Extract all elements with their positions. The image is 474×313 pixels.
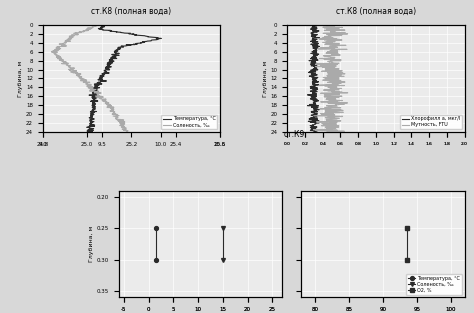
Text: ст.К9: ст.К9 (283, 130, 304, 139)
Legend: Температура, °C, Соленость, ‰: Температура, °C, Соленость, ‰ (162, 115, 218, 129)
Соленость, ‰ (95, 90, 100, 94)
Мутность, FTU (324, 130, 330, 134)
Мутность, FTU (319, 65, 325, 69)
Соленость, ‰ (220, 258, 226, 262)
Соленость, ‰ (60, 58, 66, 62)
Мутность, FTU (339, 90, 345, 94)
Соленость, ‰ (68, 65, 73, 69)
Title: ст.К8 (полная вода): ст.К8 (полная вода) (336, 7, 416, 16)
Соленость, ‰ (220, 226, 226, 230)
Title: ст.К8 (полная вода): ст.К8 (полная вода) (91, 7, 171, 16)
Хлорофилл а, мкг/l (314, 130, 320, 134)
Legend: Температура, °C, Соленость, ‰, O2, %: Температура, °C, Соленость, ‰, O2, % (406, 274, 462, 295)
Мутность, FTU (338, 58, 344, 62)
Y-axis label: Глубина, м: Глубина, м (89, 226, 94, 262)
Хлорофилл а, мкг/l (310, 100, 316, 104)
Line: Хлорофилл а, мкг/l: Хлорофилл а, мкг/l (308, 25, 319, 132)
Y-axis label: Глубина, м: Глубина, м (18, 60, 23, 96)
Мутность, FTU (329, 23, 335, 27)
Соленость, ‰ (92, 23, 98, 27)
Соленость, ‰ (124, 130, 130, 134)
Legend: Хлорофилл а, мкг/l, Мутность, FTU: Хлорофилл а, мкг/l, Мутность, FTU (400, 115, 462, 129)
Температура, °C (89, 130, 95, 134)
Line: Соленость, ‰: Соленость, ‰ (221, 226, 225, 262)
Мутность, FTU (325, 101, 331, 105)
Температура, °C (100, 23, 106, 27)
Мутность, FTU (319, 100, 325, 104)
Температура, °C (153, 258, 159, 262)
Хлорофилл а, мкг/l (312, 90, 318, 94)
Соленость, ‰ (104, 100, 110, 104)
Line: Температура, °C: Температура, °C (154, 226, 158, 262)
Температура, °C (91, 101, 96, 105)
Температура, °C (107, 58, 112, 62)
Y-axis label: Глубина, м: Глубина, м (263, 60, 268, 96)
Соленость, ‰ (67, 36, 73, 40)
Температура, °C (94, 90, 100, 94)
Температура, °C (91, 100, 97, 104)
Хлорофилл а, мкг/l (311, 101, 317, 105)
Line: O2, %: O2, % (405, 226, 409, 262)
Line: Мутность, FTU: Мутность, FTU (313, 25, 348, 132)
Хлорофилл а, мкг/l (310, 36, 315, 40)
Температура, °C (155, 36, 161, 40)
Температура, °C (103, 65, 109, 69)
Хлорофилл а, мкг/l (312, 65, 318, 69)
Line: Соленость, ‰: Соленость, ‰ (52, 25, 128, 132)
Хлорофилл а, мкг/l (310, 58, 316, 62)
O2, % (404, 226, 410, 230)
Line: Температура, °C: Температура, °C (87, 25, 161, 132)
Хлорофилл а, мкг/l (313, 23, 319, 27)
Соленость, ‰ (103, 101, 109, 105)
O2, % (404, 258, 410, 262)
Температура, °C (153, 226, 159, 230)
Мутность, FTU (330, 36, 336, 40)
